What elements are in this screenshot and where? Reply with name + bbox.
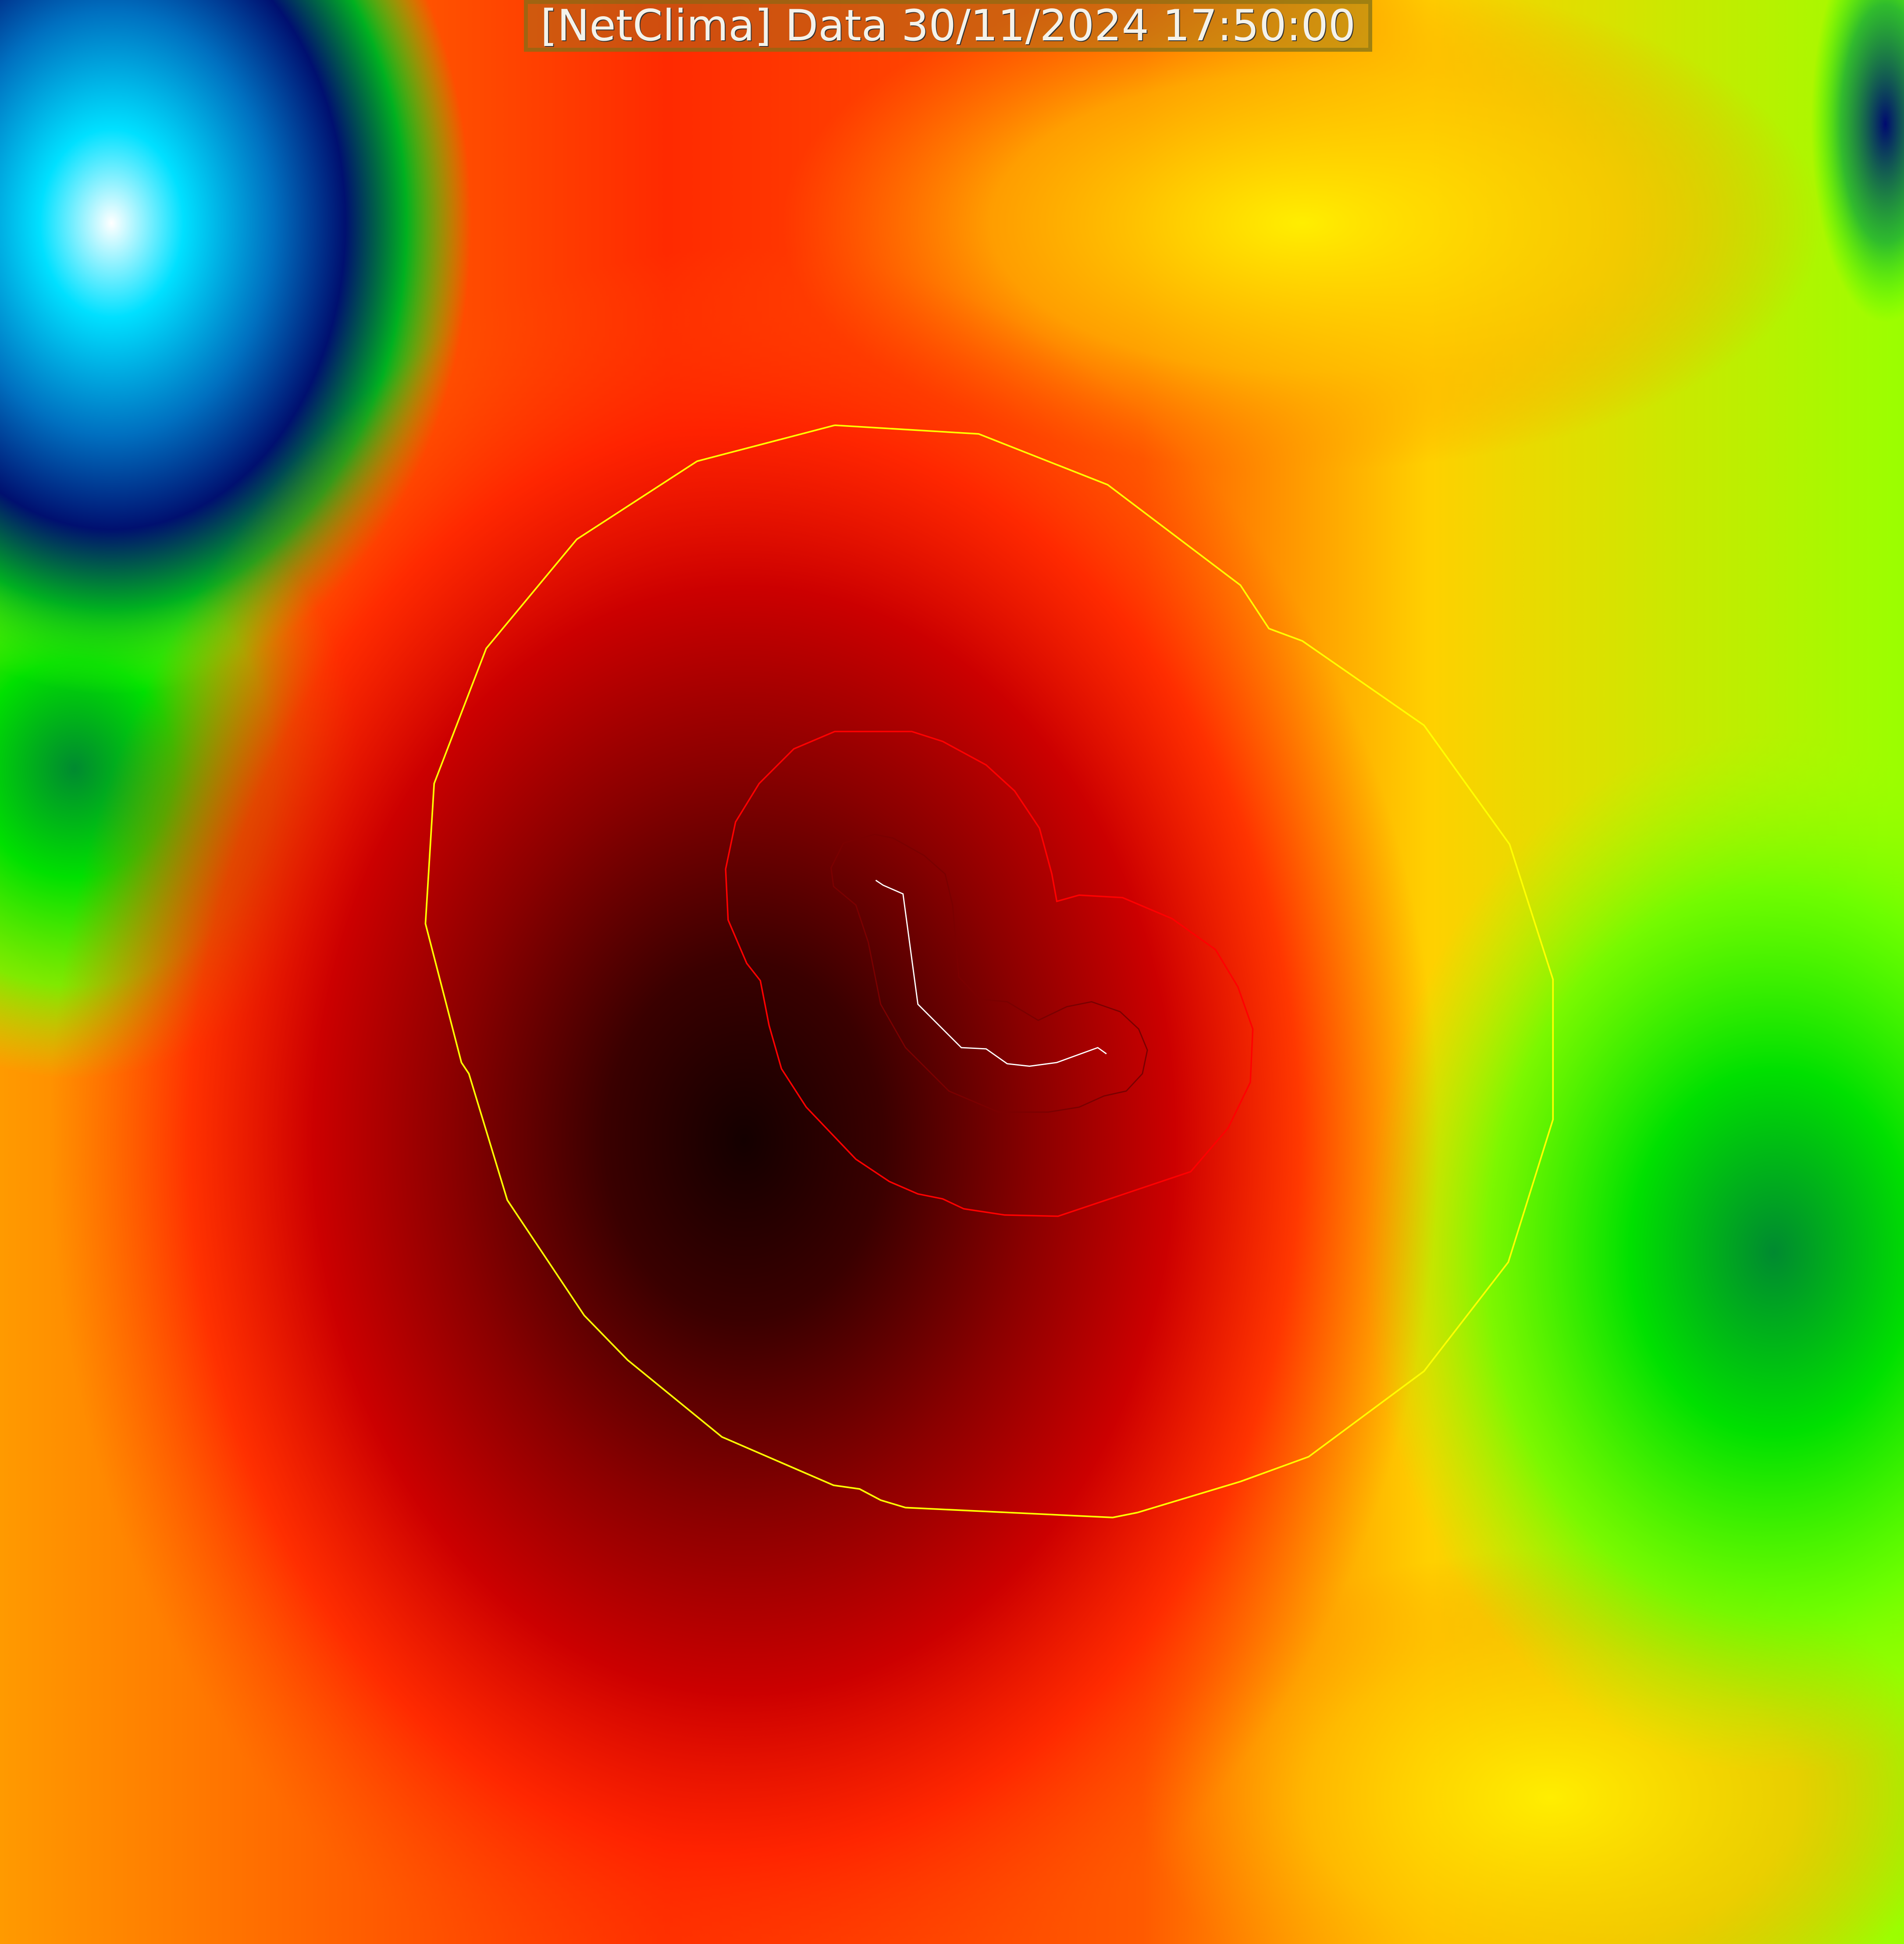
outer-contour — [424, 424, 1554, 1518]
storm-track — [875, 880, 1107, 1067]
core-contour — [830, 834, 1148, 1113]
title-text: [NetClima] Data 30/11/2024 17:50:00 — [540, 1, 1356, 51]
inner-contour — [725, 731, 1254, 1217]
title-banner: [NetClima] Data 30/11/2024 17:50:00 — [524, 0, 1372, 52]
